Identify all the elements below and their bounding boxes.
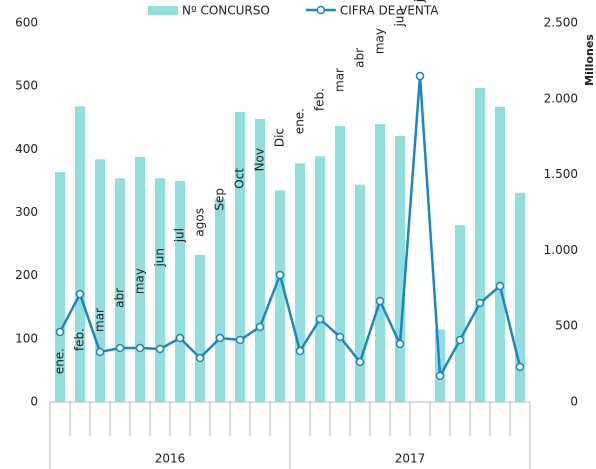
line-marker [415,71,425,81]
x-tick-label: mar [333,68,347,92]
line [58,75,522,381]
line-marker [195,353,205,363]
bar [495,107,505,403]
x-tick-label: ene. [293,108,307,134]
bar [375,124,385,403]
legend-marker [316,5,326,15]
x-tick-label: agos [193,208,207,237]
x-tick-label: feb. [313,88,327,111]
x-tick-label: mar [93,308,107,332]
bar [335,125,345,402]
y2-tick-label: 2.500 [544,16,578,30]
line-marker [175,333,185,343]
bar [475,88,485,402]
y2-tick-label: 2.000 [544,91,578,105]
line-marker [395,339,405,349]
x-tick-label: jul [413,0,427,3]
bar [235,112,245,402]
x-group-label: 2017 [395,452,426,466]
y-tick-label: 300 [15,205,38,219]
bar [175,180,185,402]
x-tick-label: Dic [273,128,287,147]
x-tick-label: Nov [253,148,267,171]
bar [355,184,365,402]
bar [295,163,305,402]
bar [395,136,405,402]
line-marker [455,335,465,345]
line-marker [255,322,265,332]
x-tick-label: Sep [213,188,227,211]
line-marker [475,298,485,308]
legend-swatch [148,6,178,15]
line-marker [315,314,325,324]
bar [55,172,65,402]
bar [75,106,85,402]
y-tick-label: 600 [15,16,38,30]
x-group-label: 2016 [155,452,186,466]
line-marker [515,362,525,372]
y2-axis-label: Millones [583,34,596,86]
y2-tick-label: 1.500 [544,167,578,181]
legend-label: CIFRA DE VENTA [340,4,439,18]
x-tick-label: Oct [233,168,247,189]
line-marker [275,270,285,280]
bar [315,156,325,402]
line-marker [495,281,505,291]
bar [275,190,285,402]
x-tick-label: feb. [73,328,87,351]
bar [255,119,265,402]
y-tick-label: 100 [15,331,38,345]
line-marker [375,296,385,306]
line-marker [95,347,105,357]
bar [115,178,125,402]
y2-tick-label: 0 [570,395,578,409]
line-marker [55,327,65,337]
x-tick-label: abr [113,288,127,308]
line-marker [355,357,365,367]
x-tick-label: jun [153,248,167,268]
bar [455,225,465,402]
y2-tick-label: 500 [555,319,578,333]
bar [95,159,105,402]
line-marker [295,346,305,356]
legend-label: Nº CONCURSO [182,4,270,18]
x-tick-label: abr [353,48,367,68]
y2-tick-label: 1.000 [544,243,578,257]
line-marker [335,332,345,342]
x-tick-label: ene. [53,348,67,374]
bar [515,192,525,402]
line-marker [155,344,165,354]
y-tick-label: 0 [30,395,38,409]
y-tick-label: 400 [15,142,38,156]
bar [215,199,225,402]
line-marker [135,343,145,353]
line-marker [435,371,445,381]
bar [155,178,165,402]
line-marker [235,335,245,345]
line-marker [215,333,225,343]
line-marker [115,343,125,353]
bar [135,156,145,402]
y-tick-label: 200 [15,268,38,282]
x-tick-label: may [373,28,387,54]
x-tick-label: jun [393,8,407,28]
bar [195,254,205,402]
x-tick-label: may [133,268,147,294]
y-tick-label: 500 [15,79,38,93]
x-tick-label: jul [173,228,187,243]
line-marker [75,289,85,299]
